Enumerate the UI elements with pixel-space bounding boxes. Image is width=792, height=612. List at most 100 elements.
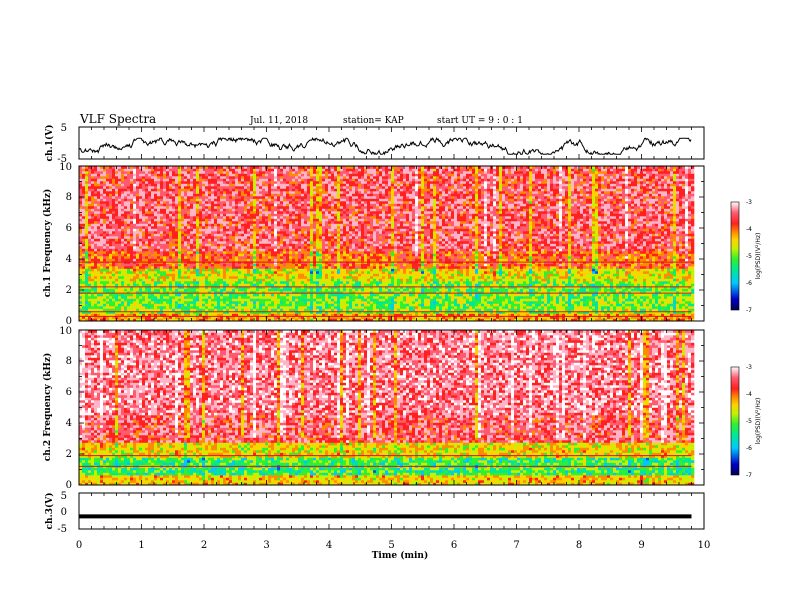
spectrogram-cell — [229, 263, 233, 267]
spectrogram-cell — [271, 233, 275, 237]
spectrogram-cell — [91, 236, 95, 239]
spectrogram-cell — [175, 243, 179, 247]
spectrogram-cell — [310, 221, 314, 224]
spectrogram-cell — [151, 218, 155, 222]
spectrogram-cell — [292, 288, 296, 292]
spectrogram-cell — [190, 308, 194, 312]
spectrogram-cell — [292, 186, 296, 189]
spectrogram-cell — [127, 216, 131, 219]
spectrogram-cell — [184, 176, 188, 179]
spectrogram-cell — [238, 171, 242, 174]
spectrogram-cell — [175, 271, 179, 274]
spectrogram-cell — [190, 168, 194, 172]
spectrogram-cell — [316, 193, 320, 197]
spectrogram-cell — [97, 211, 101, 214]
spectrogram-cell — [307, 173, 311, 177]
spectrogram-cell — [238, 181, 242, 184]
spectrogram-cell — [106, 228, 110, 232]
spectrogram-cell — [223, 278, 227, 282]
spectrogram-cell — [220, 186, 224, 189]
spectrogram-cell — [289, 256, 293, 259]
spectrogram-cell — [217, 256, 221, 259]
spectrogram-cell — [217, 198, 221, 202]
spectrogram-cell — [205, 178, 209, 182]
spectrogram-cell — [118, 231, 122, 234]
spectrogram-cell — [262, 293, 266, 297]
spectrogram-cell — [214, 283, 218, 287]
spectrogram-cell — [304, 213, 308, 217]
spectrogram-cell — [214, 281, 218, 284]
spectrogram-cell — [103, 196, 107, 199]
spectrogram-cell — [247, 213, 251, 217]
spectrogram-cell — [139, 223, 143, 227]
spectrogram-cell — [85, 296, 89, 299]
spectrogram-cell — [277, 313, 281, 317]
spectrogram-cell — [280, 278, 284, 282]
spectrogram-cell — [166, 198, 170, 202]
spectrogram-cell — [304, 168, 308, 172]
spectrogram-cell — [145, 266, 149, 269]
spectrogram-cell — [298, 248, 302, 252]
spectrogram-cell — [295, 306, 299, 309]
spectrogram-cell — [295, 288, 299, 292]
spectrogram-cell — [274, 301, 278, 304]
spectrogram-cell — [271, 276, 275, 279]
spectrogram-cell — [259, 188, 263, 192]
spectrogram-cell — [298, 181, 302, 184]
spectrogram-cell — [262, 173, 266, 177]
spectrogram-cell — [166, 248, 170, 252]
spectrogram-cell — [241, 213, 245, 217]
spectrogram-cell — [187, 196, 191, 199]
spectrogram-cell — [184, 291, 188, 294]
spectrogram-cell — [244, 221, 248, 224]
spectrogram-cell — [82, 171, 86, 174]
spectrogram-cell — [298, 191, 302, 194]
spectrogram-cell — [199, 303, 203, 307]
spectrogram-cell — [178, 278, 182, 282]
spectrogram-cell — [250, 213, 254, 217]
spectrogram-cell — [280, 308, 284, 312]
spectrogram-cell — [214, 233, 218, 237]
spectrogram-cell — [127, 306, 131, 309]
spectrogram-cell — [256, 306, 260, 309]
spectrogram-cell — [289, 198, 293, 202]
spectrogram-cell — [262, 288, 266, 292]
spectrogram-cell — [136, 236, 140, 239]
spectrogram-cell — [310, 273, 314, 277]
spectrogram-cell — [109, 196, 113, 199]
spectrogram-cell — [103, 223, 107, 227]
spectrogram-cell — [133, 193, 137, 197]
spectrogram-cell — [208, 316, 212, 319]
spectrogram-cell — [136, 281, 140, 284]
spectrogram-cell — [103, 248, 107, 252]
spectrogram-cell — [88, 196, 92, 199]
spectrogram-cell — [235, 288, 239, 292]
spectrogram-cell — [127, 291, 131, 294]
spectrogram-cell — [163, 271, 167, 274]
spectrogram-cell — [178, 191, 182, 194]
spectrogram-cell — [154, 188, 158, 192]
spectrogram-cell — [271, 246, 275, 249]
spectrogram-cell — [301, 256, 305, 259]
spectrogram-cell — [139, 248, 143, 252]
spectrogram-cell — [304, 251, 308, 254]
spectrogram-cell — [238, 228, 242, 232]
spectrogram-cell — [193, 268, 197, 272]
spectrogram-cell — [103, 311, 107, 314]
spectrogram-cell — [160, 293, 164, 297]
spectrogram-cell — [79, 228, 83, 232]
spectrogram-cell — [307, 296, 311, 299]
spectrogram-cell — [109, 311, 113, 314]
spectrogram-cell — [202, 221, 206, 224]
spectrogram-cell — [232, 288, 236, 292]
spectrogram-cell — [262, 278, 266, 282]
spectrogram-cell — [244, 171, 248, 174]
spectrogram-cell — [253, 176, 257, 179]
spectrogram-cell — [142, 206, 146, 209]
spectrogram-cell — [232, 293, 236, 297]
spectrogram-cell — [319, 263, 323, 267]
spectrogram-cell — [151, 296, 155, 299]
spectrogram-cell — [85, 253, 89, 257]
spectrogram-cell — [307, 273, 311, 277]
spectrogram-cell — [313, 278, 317, 282]
